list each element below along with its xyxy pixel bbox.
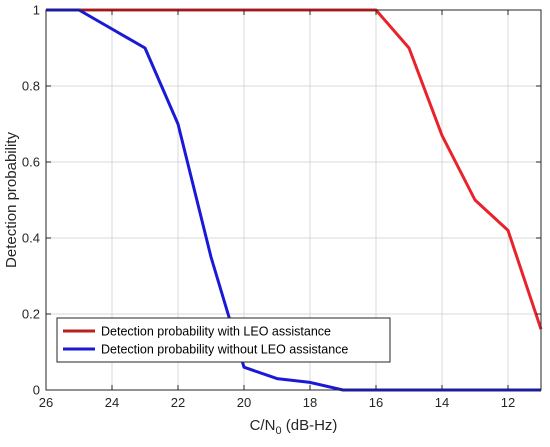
x-tick-label: 26 [39, 395, 53, 410]
x-tick-label: 20 [237, 395, 251, 410]
legend-box [56, 317, 391, 363]
y-tick-label: 0.4 [22, 231, 40, 246]
x-tick-label: 12 [501, 395, 515, 410]
legend-label: Detection probability with LEO assistanc… [101, 325, 331, 339]
x-tick-label: 22 [171, 395, 185, 410]
x-tick-label: 14 [435, 395, 449, 410]
y-tick-label: 1 [33, 3, 40, 18]
x-tick-label: 18 [303, 395, 317, 410]
y-axis-label: Detection probability [3, 132, 20, 268]
legend-label: Detection probability without LEO assist… [101, 343, 348, 357]
x-tick-label: 24 [105, 395, 119, 410]
y-tick-label: 0 [33, 383, 40, 398]
y-tick-label: 0.8 [22, 79, 40, 94]
y-tick-label: 0.2 [22, 307, 40, 322]
x-axis-label: C/N0 (dB-Hz) [250, 417, 338, 437]
axis-ticks: 26 24 22 20 18 16 14 12 0 0.2 0.4 0.6 0.8 1 [22, 3, 541, 410]
legend: Detection probability with LEO assistanc… [56, 317, 391, 363]
y-tick-label: 0.6 [22, 155, 40, 170]
plot-frame [45, 9, 542, 391]
x-tick-label: 16 [369, 395, 383, 410]
